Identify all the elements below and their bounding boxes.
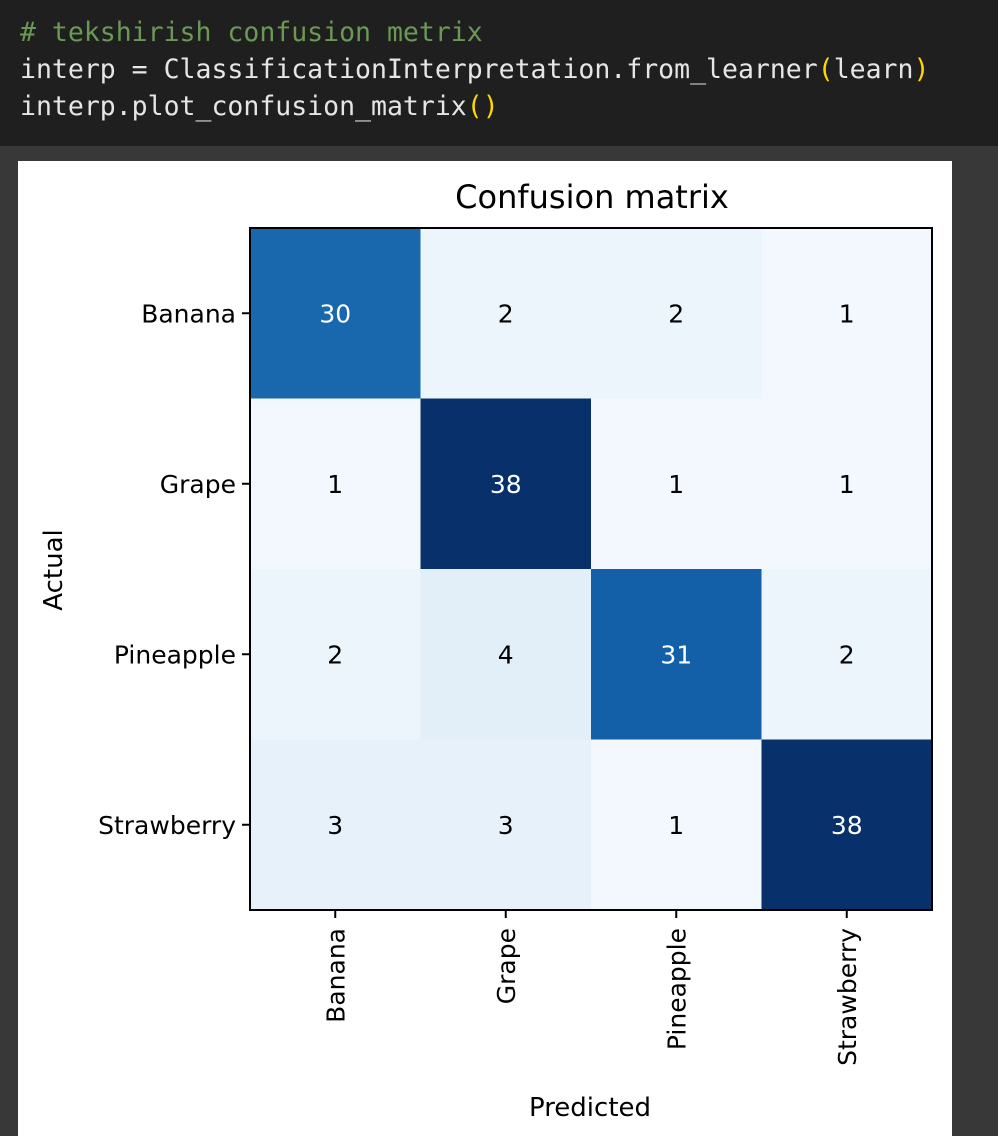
x-tick-label: Pineapple — [662, 928, 691, 1050]
confusion-matrix-plot: Confusion matrix 30 2 2 11 38 1 12 4 31 23 3 1 38 Ba… — [39, 178, 933, 1123]
x-tick-label: Strawberry — [833, 928, 862, 1066]
cell-value-label: 31 — [660, 640, 692, 669]
chart-title: Confusion matrix — [455, 178, 729, 216]
code-token-plain: interp = ClassificationInterpretation.fr… — [20, 54, 818, 85]
cell-value-label: 2 — [327, 640, 343, 669]
axis-ticks: Banana Grape Pineapple Strawberry Banana Grap… — [98, 299, 862, 1066]
cell-value-labels: 30 2 2 11 38 1 12 4 31 23 3 1 38 — [319, 299, 862, 840]
cell-value-label: 38 — [490, 470, 522, 499]
heatmap-cell — [761, 398, 933, 570]
cell-value-label: 30 — [319, 299, 351, 328]
heatmap-cell — [420, 228, 592, 399]
code-token-paren: ( — [817, 54, 834, 85]
heatmap-cell — [761, 739, 933, 911]
cell-value-label: 3 — [498, 811, 514, 840]
code-cell[interactable]: # tekshirish confusion metrix interp = Cl… — [0, 0, 998, 146]
heatmap-cell — [250, 398, 421, 570]
heatmap-cell — [591, 569, 762, 740]
x-tick-label: Grape — [492, 928, 521, 1004]
y-tick-label: Banana — [141, 299, 236, 328]
y-tick-label: Grape — [160, 470, 236, 499]
y-tick-label: Strawberry — [98, 811, 236, 840]
cell-value-label: 2 — [668, 299, 684, 328]
x-axis-label: Predicted — [529, 1093, 651, 1123]
cell-value-label: 4 — [498, 640, 514, 669]
heatmap-cell — [420, 569, 592, 740]
heatmap-cell — [420, 398, 592, 570]
cell-value-label: 1 — [668, 811, 684, 840]
heatmap-cell — [250, 228, 421, 399]
code-line: interp = ClassificationInterpretation.fr… — [20, 51, 998, 88]
heatmap-cell — [591, 739, 762, 911]
cell-value-label: 2 — [839, 640, 855, 669]
cell-value-label: 2 — [498, 299, 514, 328]
heatmap-cell — [420, 739, 592, 911]
heatmap-cells — [250, 228, 933, 911]
cell-value-label: 1 — [839, 470, 855, 499]
heatmap-cell — [761, 569, 933, 740]
cell-output: Confusion matrix 30 2 2 1 1 38 1 1 2 4 31 2 3 3 1 38 Ba… — [18, 161, 952, 1136]
heatmap-cell — [250, 569, 421, 740]
y-tick-label: Pineapple — [114, 640, 236, 669]
plot-frame — [249, 227, 933, 911]
code-token-plain: learn — [833, 54, 914, 85]
cell-value-label: 1 — [327, 470, 343, 499]
heatmap-cell — [591, 398, 762, 570]
cell-value-label: 1 — [668, 470, 684, 499]
heatmap-cell — [761, 228, 933, 399]
cell-value-label: 3 — [327, 811, 343, 840]
code-token-comment: # tekshirish confusion metrix — [20, 17, 483, 48]
code-line: interp.plot_confusion_matrix() — [20, 88, 998, 125]
heatmap-cell — [250, 739, 421, 911]
cell-value-label: 1 — [839, 299, 855, 328]
code-token-plain: interp.plot_confusion_matrix — [20, 91, 467, 122]
code-token-paren: ) — [913, 54, 930, 85]
code-line: # tekshirish confusion metrix — [20, 14, 998, 51]
heatmap-cell — [591, 228, 762, 399]
cell-value-label: 38 — [831, 811, 863, 840]
code-token-paren: () — [466, 91, 499, 122]
y-axis-label: Actual — [39, 529, 69, 610]
x-tick-label: Banana — [321, 928, 350, 1023]
